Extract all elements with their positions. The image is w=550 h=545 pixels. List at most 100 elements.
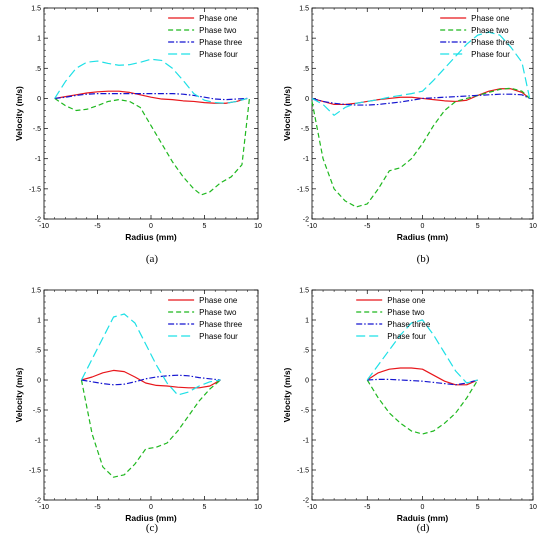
x-tick-label: -10 xyxy=(307,504,317,511)
series-line-phase-four xyxy=(311,31,531,116)
y-tick-label: 0 xyxy=(37,96,41,103)
legend: Phase one Phase two Phase three Phase four xyxy=(356,296,431,341)
series-line-phase-three xyxy=(367,378,478,386)
x-tick-label: -10 xyxy=(39,223,49,230)
x-tick-label: 0 xyxy=(421,223,425,230)
y-tick-label: -2 xyxy=(303,217,309,224)
y-tick-label: -1 xyxy=(35,438,41,445)
panel-label: (b) xyxy=(417,253,430,265)
x-tick-label: -10 xyxy=(39,504,49,511)
x-tick-label: 5 xyxy=(203,504,207,511)
series-line-phase-two xyxy=(311,87,531,208)
x-tick-label: 10 xyxy=(529,504,537,511)
series-line-phase-two xyxy=(366,379,479,435)
x-tick-label: 5 xyxy=(476,223,480,230)
legend-entry: Phase one xyxy=(199,14,238,23)
y-tick-label: -1.5 xyxy=(297,468,309,475)
x-tick-label: 5 xyxy=(476,504,480,511)
legend-entry: Phase four xyxy=(387,332,426,341)
y-tick-label: 1.5 xyxy=(299,6,309,13)
y-axis-label: Velocity (m/s) xyxy=(14,367,24,422)
series-line-phase-three xyxy=(311,93,530,106)
y-tick-label: .5 xyxy=(303,348,309,355)
y-axis-label: Velocity (m/s) xyxy=(282,86,292,141)
panel-label: (d) xyxy=(417,522,430,534)
x-tick-label: 0 xyxy=(149,223,153,230)
y-tick-label: -2 xyxy=(35,217,41,224)
series-line-phase-one xyxy=(54,90,248,104)
legend-entry: Phase three xyxy=(387,320,431,329)
series-line-phase-one xyxy=(81,369,221,389)
x-tick-label: 5 xyxy=(203,223,207,230)
legend-entry: Phase three xyxy=(471,38,515,47)
legend-entry: Phase four xyxy=(199,332,238,341)
legend: Phase one Phase two Phase three Phase four xyxy=(168,14,243,59)
y-tick-label: -1.5 xyxy=(29,186,41,193)
legend-entry: Phase three xyxy=(199,320,243,329)
x-axis-label: Radius (mm) xyxy=(125,232,177,242)
series-line-phase-one xyxy=(366,367,478,386)
series-line-phase-two xyxy=(54,97,251,196)
legend-entry: Phase four xyxy=(199,50,238,59)
y-tick-label: 1 xyxy=(305,318,309,325)
y-tick-label: 1.5 xyxy=(299,288,309,295)
y-axis-label: Velocity (m/s) xyxy=(282,367,292,422)
legend: Phase one Phase two Phase three Phase four xyxy=(440,14,515,59)
series-line-phase-four xyxy=(54,58,248,104)
y-tick-label: .5 xyxy=(35,348,41,355)
chart-panel-2: -10 -5 0 5 10 -2 -1.5 -1 -.5 0 .5 1 1.5 Radius (mm) Ve… xyxy=(14,288,262,535)
y-tick-label: -1 xyxy=(303,438,309,445)
y-tick-label: -1 xyxy=(303,156,309,163)
x-tick-label: 10 xyxy=(254,223,262,230)
y-tick-label: -1.5 xyxy=(29,468,41,475)
legend: Phase one Phase two Phase three Phase four xyxy=(168,296,243,341)
chart-panel-3: -10 -5 0 5 10 -2 -1.5 -1 -.5 0 .5 1 1.5 Raduis (mm) Ve… xyxy=(282,288,537,535)
series-line-phase-three xyxy=(81,374,221,386)
y-tick-label: .5 xyxy=(303,66,309,73)
y-tick-label: -.5 xyxy=(301,408,309,415)
panel-label: (c) xyxy=(146,522,159,534)
series-line-phase-four xyxy=(80,313,221,396)
x-tick-label: 0 xyxy=(421,504,425,511)
x-tick-label: 10 xyxy=(254,504,262,511)
x-axis-label: Radius (mm) xyxy=(125,513,177,523)
legend-entry: Phase three xyxy=(199,38,243,47)
x-tick-label: -10 xyxy=(307,223,317,230)
panel-label: (a) xyxy=(146,253,159,265)
y-tick-label: 1 xyxy=(305,36,309,43)
chart-panel-1: -10 -5 0 5 10 -2 -1.5 -1 -.5 0 .5 1 1.5 Radius (mm) Ve… xyxy=(282,6,537,266)
legend-entry: Phase one xyxy=(471,14,510,23)
y-tick-label: -1 xyxy=(35,156,41,163)
x-tick-label: 0 xyxy=(149,504,153,511)
x-tick-label: 10 xyxy=(529,223,537,230)
x-tick-label: -5 xyxy=(94,223,100,230)
x-axis-label: Raduis (mm) xyxy=(397,513,449,523)
y-tick-label: 1.5 xyxy=(31,6,41,13)
legend-entry: Phase two xyxy=(199,26,237,35)
series-line-phase-four xyxy=(366,319,478,384)
x-tick-label: -5 xyxy=(94,504,100,511)
y-tick-label: 1 xyxy=(37,318,41,325)
chart-panel-0: -10 -5 0 5 10 -2 -1.5 -1 -.5 0 .5 1 1.5 Radius (mm) Ve… xyxy=(14,6,262,266)
legend-entry: Phase one xyxy=(199,296,238,305)
series-line-phase-three xyxy=(54,93,248,101)
y-tick-label: -.5 xyxy=(301,126,309,133)
y-tick-label: -2 xyxy=(35,498,41,505)
y-tick-label: 0 xyxy=(305,96,309,103)
legend-entry: Phase two xyxy=(199,308,237,317)
legend-entry: Phase one xyxy=(387,296,426,305)
y-tick-label: -.5 xyxy=(33,126,41,133)
y-tick-label: .5 xyxy=(35,66,41,73)
legend-entry: Phase two xyxy=(387,308,425,317)
y-tick-label: 0 xyxy=(37,378,41,385)
series-line-phase-two xyxy=(80,379,221,478)
y-axis-label: Velocity (m/s) xyxy=(14,86,24,141)
y-tick-label: 1.5 xyxy=(31,288,41,295)
y-tick-label: 0 xyxy=(305,378,309,385)
legend-entry: Phase four xyxy=(471,50,510,59)
y-tick-label: 1 xyxy=(37,36,41,43)
y-tick-label: -1.5 xyxy=(297,186,309,193)
x-tick-label: -5 xyxy=(364,504,370,511)
x-axis-label: Radius (mm) xyxy=(397,232,449,242)
